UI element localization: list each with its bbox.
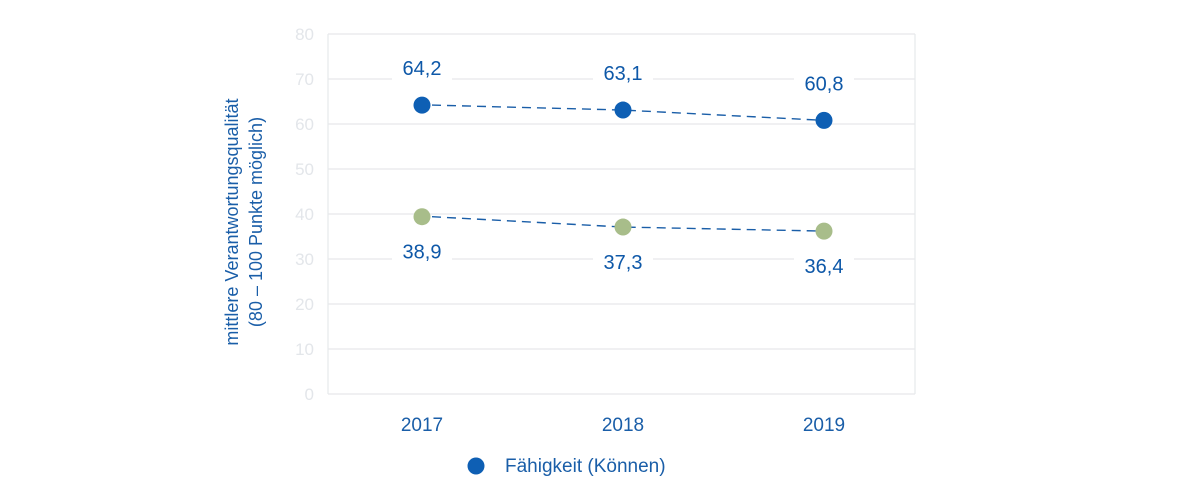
series-0: 64,2 63,1 60,8 [392, 54, 854, 129]
y-tick-label: 60 [295, 115, 314, 134]
trend-line [431, 104, 825, 122]
data-point [413, 208, 431, 226]
x-tick-label: 2018 [602, 415, 644, 436]
x-tick-label: 2017 [401, 415, 443, 436]
y-tick-label: 30 [295, 250, 314, 269]
x-tick-label: 2019 [803, 415, 845, 436]
y-tick-label: 40 [295, 205, 314, 224]
data-label-bg [392, 54, 452, 83]
legend: Fähigkeit (Können) [467, 456, 666, 477]
data-label-bg [794, 252, 854, 281]
y-tick-label: 50 [295, 160, 314, 179]
data-label-bg [794, 69, 854, 98]
data-label: 60,8 [805, 73, 844, 95]
y-tick-label: 20 [295, 295, 314, 314]
y-axis-ticks: 0 10 20 30 40 50 60 70 80 [295, 25, 314, 404]
y-tick-label: 70 [295, 70, 314, 89]
legend-marker [467, 457, 485, 475]
data-point [815, 222, 833, 240]
y-tick-label: 10 [295, 340, 314, 359]
data-point [614, 101, 632, 119]
data-label: 38,9 [403, 242, 442, 264]
data-label-bg [593, 248, 653, 277]
y-axis-label-line: mittlere Verantwortungsqualität [222, 98, 242, 345]
data-label: 37,3 [604, 252, 643, 274]
series-1: 38,9 37,3 36,4 [392, 208, 854, 281]
data-label-bg [593, 59, 653, 88]
data-label: 63,1 [604, 63, 643, 85]
data-label-bg [392, 237, 452, 266]
y-tick-label: 0 [305, 385, 314, 404]
data-label: 36,4 [805, 256, 844, 278]
y-axis-label-line: (80 – 100 Punkte möglich) [246, 117, 266, 327]
trend-line [431, 216, 825, 232]
x-axis-ticks: 2017 2018 2019 [401, 415, 845, 436]
series-layer: 64,2 63,1 60,8 38,9 37,3 36,4 [392, 54, 854, 281]
data-point [815, 111, 833, 129]
y-tick-label: 80 [295, 25, 314, 44]
data-point [614, 218, 632, 236]
legend-label: Fähigkeit (Können) [505, 456, 666, 477]
data-label: 64,2 [403, 58, 442, 80]
data-point [413, 96, 431, 114]
y-axis-label: mittlere Verantwortungsqualität (80 – 100… [222, 98, 266, 345]
